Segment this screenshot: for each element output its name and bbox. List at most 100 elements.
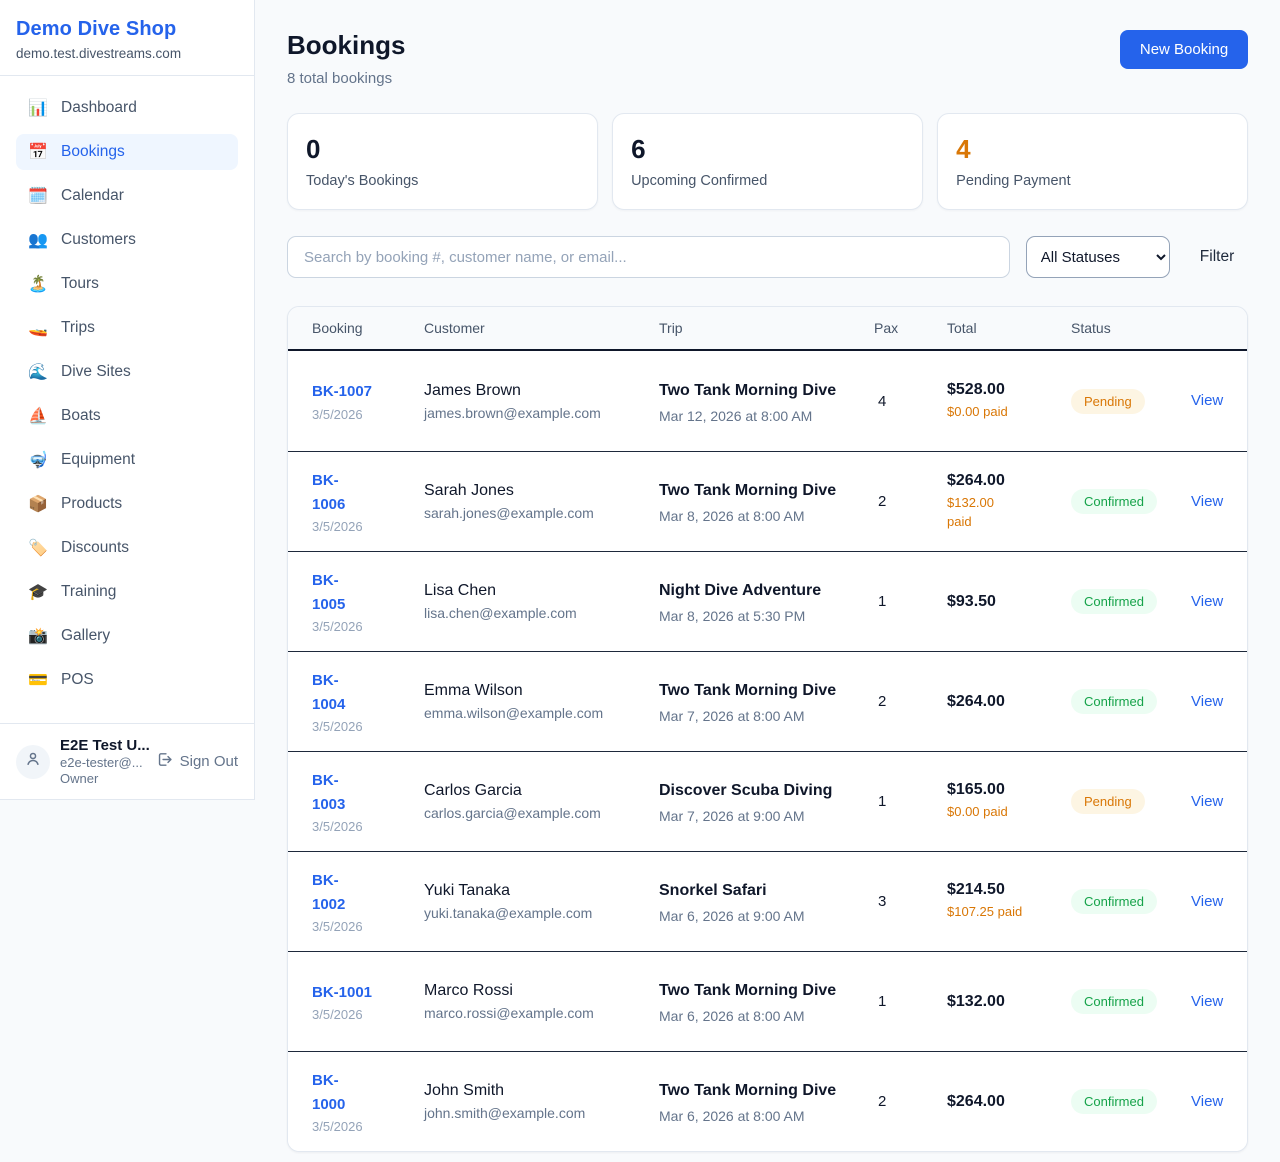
trip-name: Snorkel Safari — [659, 882, 767, 899]
view-booking-link[interactable]: View — [1191, 992, 1224, 1010]
sidebar-item-dive-sites[interactable]: 🌊 Dive Sites — [28, 363, 131, 381]
total-amount: $528.00 — [947, 380, 1005, 398]
user-role: Owner — [60, 771, 99, 786]
sidebar-item-trips[interactable]: 🚤 Trips — [28, 319, 95, 337]
paid-amount: $107.25 paid — [947, 904, 1023, 920]
booking-id-link[interactable]: BK-1001 — [312, 983, 373, 1001]
booking-id-link[interactable]: BK- 1002 — [312, 872, 346, 913]
table-row: BK- 1002 3/5/2026 Yuki Tanaka yuki.tanak… — [288, 851, 1248, 951]
trip-datetime: Mar 7, 2026 at 9:00 AM — [659, 808, 805, 824]
table-row: BK- 1005 3/5/2026 Lisa Chen lisa.chen@ex… — [288, 551, 1248, 651]
total-amount: $165.00 — [947, 781, 1005, 799]
customer-name: Yuki Tanaka — [424, 882, 510, 899]
booking-date: 3/5/2026 — [312, 618, 363, 634]
pax-count: 1 — [878, 793, 887, 810]
status-badge: Pending — [1071, 388, 1145, 414]
credit-card-icon: 💳 — [28, 672, 48, 689]
column-header-booking: Booking — [312, 320, 363, 336]
column-header-customer: Customer — [424, 320, 485, 336]
stat-card-pending-payment: 4 Pending Payment — [937, 113, 1249, 210]
customer-name: Emma Wilson — [424, 682, 523, 699]
sidebar-item-products[interactable]: 📦 Products — [28, 495, 123, 513]
status-badge: Confirmed — [1071, 689, 1157, 714]
view-booking-link[interactable]: View — [1191, 592, 1224, 610]
sidebar-item-training[interactable]: 🎓 Training — [28, 583, 117, 601]
view-booking-link[interactable]: View — [1191, 1092, 1224, 1110]
user-info: E2E Test U... e2e-tester@... Owner — [60, 737, 150, 786]
pax-count: 2 — [878, 493, 887, 510]
view-booking-link[interactable]: View — [1191, 392, 1224, 409]
spiral-calendar-icon: 🗓️ — [28, 188, 48, 205]
filter-button[interactable]: Filter — [1186, 248, 1248, 266]
sidebar-item-equipment[interactable]: 🤿 Equipment — [28, 451, 136, 469]
package-icon: 📦 — [28, 496, 48, 513]
trip-datetime: Mar 12, 2026 at 8:00 AM — [659, 407, 813, 424]
sign-out-button[interactable]: Sign Out — [156, 751, 238, 772]
customer-email: emma.wilson@example.com — [424, 705, 604, 721]
trip-datetime: Mar 6, 2026 at 9:00 AM — [659, 908, 805, 924]
trip-name: Two Tank Morning Dive — [659, 381, 837, 399]
view-booking-link[interactable]: View — [1191, 792, 1224, 810]
sidebar-nav: 📊 Dashboard 📅 Bookings 🗓️ Calendar 👥 Cus… — [0, 76, 254, 723]
trip-name: Two Tank Morning Dive — [659, 982, 837, 999]
pax-count: 2 — [878, 693, 887, 710]
trip-name: Two Tank Morning Dive — [659, 682, 837, 699]
booking-id-link[interactable]: BK-1007 — [312, 383, 373, 401]
avatar — [16, 744, 50, 779]
customer-email: james.brown@example.com — [424, 404, 601, 421]
table-row: BK-1001 3/5/2026 Marco Rossi marco.rossi… — [288, 951, 1248, 1051]
sidebar-item-pos[interactable]: 💳 POS — [28, 671, 94, 689]
stat-card-upcoming-confirmed: 6 Upcoming Confirmed — [612, 113, 924, 210]
booking-id-link[interactable]: BK- 1000 — [312, 1072, 346, 1113]
total-amount: $264.00 — [947, 692, 1005, 710]
booking-id-link[interactable]: BK- 1006 — [312, 472, 346, 513]
page-header: Bookings 8 total bookings New Booking — [287, 30, 1249, 87]
column-header-total: Total — [947, 320, 977, 336]
stat-label: Today's Bookings — [306, 173, 419, 189]
status-filter-select[interactable]: All Statuses — [1025, 236, 1170, 278]
status-badge: Confirmed — [1071, 889, 1157, 914]
sidebar-item-discounts[interactable]: 🏷️ Discounts — [28, 539, 130, 557]
status-badge: Confirmed — [1071, 989, 1157, 1014]
stat-card-todays-bookings: 0 Today's Bookings — [287, 113, 599, 210]
table-header-row: Booking Customer Trip Pax Total Status — [288, 307, 1248, 351]
camera-icon: 📸 — [28, 628, 48, 645]
sidebar-item-bookings[interactable]: 📅 Bookings — [16, 134, 238, 170]
status-badge: Confirmed — [1071, 489, 1157, 514]
status-badge: Confirmed — [1071, 589, 1157, 614]
new-booking-button[interactable]: New Booking — [1119, 30, 1249, 69]
customer-email: yuki.tanaka@example.com — [424, 905, 593, 921]
sidebar-item-boats[interactable]: ⛵ Boats — [28, 407, 101, 425]
booking-date: 3/5/2026 — [312, 406, 363, 422]
view-booking-link[interactable]: View — [1191, 492, 1224, 510]
people-icon: 👥 — [28, 232, 48, 249]
sidebar-item-tours[interactable]: 🏝️ Tours — [28, 275, 99, 293]
graduation-cap-icon: 🎓 — [28, 584, 48, 601]
calendar-icon: 📅 — [28, 144, 48, 161]
sidebar-item-dashboard[interactable]: 📊 Dashboard — [28, 99, 137, 117]
sidebar-item-customers[interactable]: 👥 Customers — [28, 231, 136, 249]
booking-date: 3/5/2026 — [312, 718, 363, 734]
view-booking-link[interactable]: View — [1191, 892, 1224, 910]
stat-label: Upcoming Confirmed — [631, 173, 768, 189]
booking-id-link[interactable]: BK- 1005 — [312, 572, 346, 613]
booking-id-link[interactable]: BK- 1003 — [312, 772, 346, 813]
customer-email: lisa.chen@example.com — [424, 605, 577, 621]
booking-date: 3/5/2026 — [312, 1007, 363, 1023]
view-booking-link[interactable]: View — [1191, 692, 1224, 710]
diving-mask-icon: 🤿 — [28, 452, 48, 469]
main-content: Bookings 8 total bookings New Booking 0 … — [255, 0, 1280, 1162]
customer-email: marco.rossi@example.com — [424, 1005, 594, 1021]
sidebar-item-gallery[interactable]: 📸 Gallery — [28, 627, 111, 645]
booking-id-link[interactable]: BK- 1004 — [312, 672, 346, 713]
sidebar: Demo Dive Shop demo.test.divestreams.com… — [0, 0, 255, 800]
pax-count: 3 — [878, 893, 887, 910]
bookings-count: 8 total bookings — [287, 70, 393, 87]
search-input[interactable] — [287, 236, 1010, 278]
sidebar-user-footer: E2E Test U... e2e-tester@... Owner Sign … — [0, 723, 254, 799]
sign-out-label: Sign Out — [179, 753, 238, 770]
sailboat-icon: ⛵ — [28, 408, 48, 425]
customer-name: Lisa Chen — [424, 582, 497, 599]
sidebar-item-calendar[interactable]: 🗓️ Calendar — [28, 187, 124, 205]
table-row: BK- 1006 3/5/2026 Sarah Jones sarah.jone… — [288, 451, 1248, 551]
